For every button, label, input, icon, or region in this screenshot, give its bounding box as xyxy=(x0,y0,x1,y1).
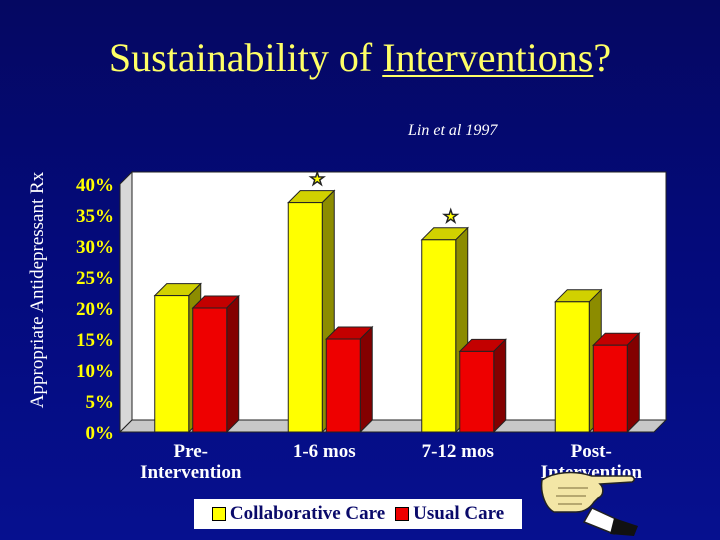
legend-swatch-usual xyxy=(395,507,410,521)
x-category-label-line: 1-6 mos xyxy=(293,441,356,462)
bar-front-face xyxy=(325,338,361,433)
bar-front-face xyxy=(154,295,190,433)
bar-usual xyxy=(458,338,507,434)
bar-side-face xyxy=(359,325,373,434)
y-tick-label: 40% xyxy=(76,175,114,196)
legend-label-collaborative: Collaborative Care xyxy=(229,503,386,524)
y-tick-label: 25% xyxy=(76,268,114,289)
y-tick-label: 0% xyxy=(86,423,115,444)
x-category-label-line: Pre- xyxy=(174,441,208,462)
x-category-label: Pre-Intervention xyxy=(140,441,242,483)
bar-front-face xyxy=(421,239,457,433)
bar-front-face xyxy=(554,301,590,433)
bar-front-face xyxy=(592,344,628,433)
x-category-label-line: Post- xyxy=(571,441,612,462)
bar-side-face xyxy=(226,294,240,434)
slide-title: Sustainability of Interventions? xyxy=(0,34,720,82)
y-tick-label: 30% xyxy=(76,237,114,258)
legend-label-usual: Usual Care xyxy=(413,503,505,524)
pointing-hand-icon xyxy=(540,471,638,536)
y-tick-label: 15% xyxy=(76,330,114,351)
title-underlined-word: Interventions xyxy=(382,35,594,80)
bar-front-face xyxy=(459,350,495,433)
bar-collaborative xyxy=(287,189,336,434)
significance-star-icon: ★ xyxy=(443,207,459,226)
legend-item-usual: Usual Care xyxy=(395,503,504,525)
bar-usual xyxy=(592,331,641,434)
significance-star-icon: ★ xyxy=(310,170,326,189)
bar-side-face xyxy=(493,338,507,434)
y-tick-label: 10% xyxy=(76,361,114,382)
plot-left-wall xyxy=(119,170,133,434)
legend-item-collaborative: Collaborative Care xyxy=(211,503,386,525)
y-tick-label: 5% xyxy=(86,392,115,413)
citation: Lin et al 1997 xyxy=(408,122,498,139)
bar-usual xyxy=(191,294,240,434)
title-text: Sustainability of xyxy=(108,35,383,80)
title-question-mark: ? xyxy=(593,35,612,80)
bar-usual xyxy=(325,325,374,434)
bar-front-face xyxy=(287,202,323,433)
x-category-label: 1-6 mos xyxy=(293,441,356,462)
y-tick-label: 20% xyxy=(76,299,114,320)
legend-swatch-collaborative xyxy=(211,507,226,521)
legend: Collaborative Care Usual Care xyxy=(194,499,522,529)
y-tick-label: 35% xyxy=(76,206,114,227)
x-category-label-line: 7-12 mos xyxy=(422,441,494,462)
bar-side-face xyxy=(626,331,640,434)
x-category-label-line: Intervention xyxy=(140,462,242,483)
x-category-label: 7-12 mos xyxy=(422,441,494,462)
bar-front-face xyxy=(192,307,228,433)
